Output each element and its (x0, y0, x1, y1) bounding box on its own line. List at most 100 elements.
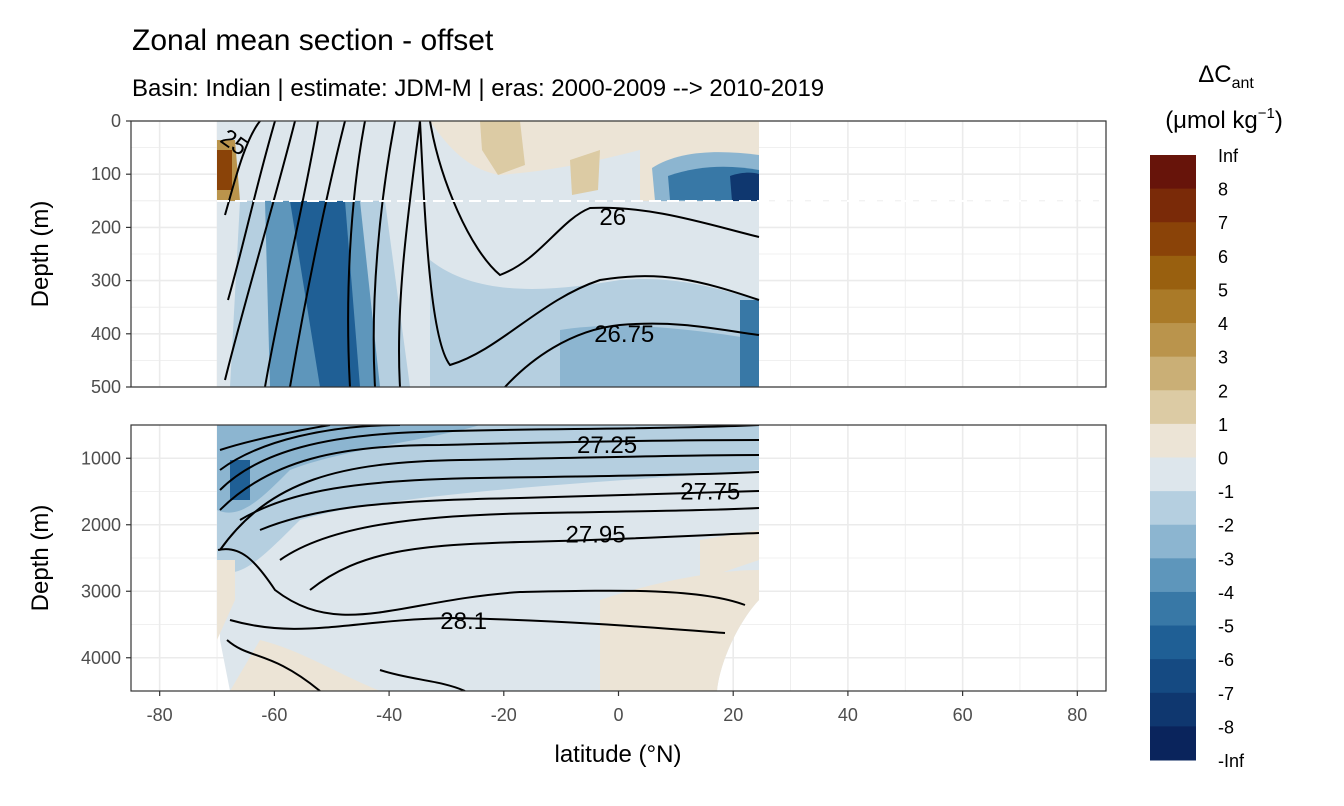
chart-title: Zonal mean section - offset (132, 24, 494, 57)
y-tick-label: 100 (91, 164, 121, 184)
colorbar-label: 6 (1218, 247, 1228, 267)
y-tick-label: 500 (91, 377, 121, 397)
contour-line (217, 548, 746, 616)
legend-title: ΔCant (1198, 61, 1254, 92)
x-tick-label: -40 (376, 705, 402, 725)
contour-label: 27.95 (566, 522, 626, 549)
contour-line (219, 425, 401, 471)
colorbar-label: 4 (1218, 314, 1228, 334)
contour-27.75 (259, 490, 760, 531)
x-tick-label: 20 (723, 705, 743, 725)
contour-26 (429, 121, 760, 277)
contour-line (398, 121, 421, 387)
y-tick-label: 0 (111, 111, 121, 131)
y-tick-label: 1000 (81, 448, 121, 468)
chart-subtitle: Basin: Indian | estimate: JDM-M | eras: … (132, 75, 825, 102)
colorbar-swatch (1150, 457, 1196, 492)
upper-panel-border (130, 120, 1107, 388)
upper-positive-patch (480, 121, 525, 175)
colorbar-swatch (1150, 155, 1196, 190)
colorbar-label: -8 (1218, 717, 1234, 737)
contour-28.1 (229, 616, 726, 634)
colorbar-swatch (1150, 188, 1196, 223)
x-tick-label: 60 (953, 705, 973, 725)
colorbar-swatch (1150, 390, 1196, 425)
colorbar-label: -6 (1218, 650, 1234, 670)
upper-negative-deep2 (560, 325, 759, 387)
colorbar-swatch (1150, 423, 1196, 458)
contour-line (279, 507, 760, 561)
lower-field (217, 425, 759, 691)
colorbar-labels: Inf 8 7 6 5 4 3 2 1 0 -1 -2 -3 -4 -5 -6 -7 -8 -Inf (1218, 146, 1245, 771)
lower-negative-upper (217, 425, 759, 573)
y-tick-label: 2000 (81, 515, 121, 535)
contour-line (219, 425, 331, 451)
colorbar-label: -4 (1218, 583, 1234, 603)
colorbar-label: -3 (1218, 549, 1234, 569)
upper-field (217, 121, 759, 387)
upper-positive-west2 (217, 150, 232, 190)
colorbar-label: 8 (1218, 180, 1228, 200)
x-tick-label: 0 (613, 705, 623, 725)
y-tick-label: 200 (91, 217, 121, 237)
colorbar-swatch (1150, 524, 1196, 559)
x-tick-label: 80 (1067, 705, 1087, 725)
colorbar-swatch (1150, 222, 1196, 257)
contour-line (347, 121, 366, 387)
contour-line (419, 121, 760, 367)
colorbar-label: 1 (1218, 415, 1228, 435)
contour-label: 27.75 (680, 479, 740, 506)
colorbar-label: Inf (1218, 146, 1239, 166)
x-tick-label: 40 (838, 705, 858, 725)
contour-27.25 (219, 439, 760, 511)
lower-contours (217, 425, 760, 691)
upper-negative-deep3 (740, 300, 759, 387)
contour-label: 26 (599, 204, 626, 231)
upper-y-ticks: 0 100 200 300 400 500 (91, 111, 131, 397)
colorbar-swatch (1150, 491, 1196, 526)
colorbar-label: 2 (1218, 381, 1228, 401)
y-tick-label: 4000 (81, 648, 121, 668)
x-tick-label: -60 (261, 705, 287, 725)
contour-line (224, 121, 261, 216)
colorbar-swatch (1150, 726, 1196, 761)
upper-positive-band (245, 121, 640, 175)
colorbar-label: -5 (1218, 617, 1234, 637)
colorbar-swatch (1150, 659, 1196, 694)
lower-positive-east (700, 530, 759, 580)
colorbar (1150, 155, 1196, 761)
contour-line (289, 121, 346, 387)
contour-line (372, 121, 396, 387)
contour-line (239, 471, 760, 521)
colorbar-label: -7 (1218, 684, 1234, 704)
colorbar-swatch (1150, 323, 1196, 358)
contour-line (264, 121, 319, 387)
y-tick-label: 400 (91, 324, 121, 344)
lower-negative-upper2 (217, 425, 480, 513)
contour-line (219, 454, 760, 551)
colorbar-label: 0 (1218, 449, 1228, 469)
contour-27.95 (309, 532, 760, 591)
upper-positive-patch2 (570, 150, 600, 195)
upper-y-axis-label: Depth (m) (27, 201, 54, 308)
upper-negative-core3 (290, 201, 360, 387)
lower-negative-spot (230, 460, 250, 500)
colorbar-swatch (1150, 356, 1196, 391)
colorbar-label: 5 (1218, 280, 1228, 300)
lower-y-ticks: 1000 2000 3000 4000 (81, 448, 131, 668)
contour-line (379, 669, 466, 691)
colorbar-swatch (1150, 255, 1196, 290)
x-tick-label: -20 (491, 705, 517, 725)
colorbar-label: 7 (1218, 213, 1228, 233)
x-axis-label: latitude (°N) (555, 741, 682, 768)
lower-contour-labels: 27.25 27.75 27.95 28.1 (440, 432, 740, 635)
upper-negative-east3 (730, 172, 759, 201)
contour-line (219, 425, 760, 491)
upper-contours (224, 121, 760, 387)
contour-line (226, 639, 321, 691)
colorbar-legend: ΔCant (μmol kg−1) Inf 8 7 6 5 4 3 2 1 0 -1 -2 -3 -4 -5… (1150, 61, 1283, 771)
x-axis-ticks: -80 -60 -40 -20 0 20 40 60 80 (147, 691, 1087, 725)
